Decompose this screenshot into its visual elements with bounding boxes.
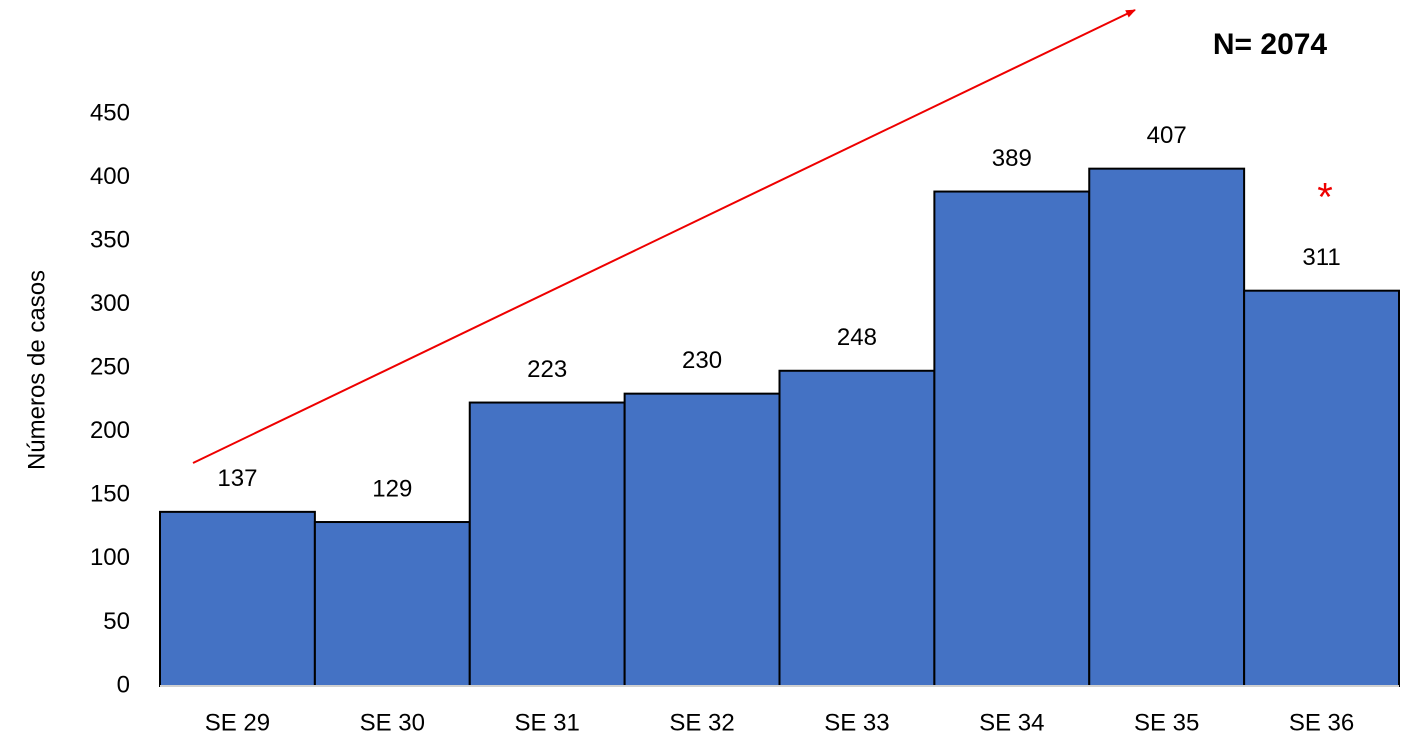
bar xyxy=(1243,289,1400,687)
data-label: 311 xyxy=(1302,244,1340,271)
x-tick-label: SE 30 xyxy=(360,709,425,736)
bar xyxy=(468,401,626,687)
x-tick-label: SE 32 xyxy=(669,709,734,736)
x-tick-label: SE 31 xyxy=(514,709,579,736)
y-tick-label: 0 xyxy=(117,671,130,698)
data-label: 129 xyxy=(372,475,412,502)
x-tick-label: SE 29 xyxy=(205,709,270,736)
x-tick-label: SE 35 xyxy=(1134,709,1199,736)
x-tick-label: SE 33 xyxy=(824,709,889,736)
y-tick-label: 250 xyxy=(90,354,130,381)
data-label: 389 xyxy=(992,145,1032,172)
data-label: 223 xyxy=(527,356,567,383)
y-tick-label: 150 xyxy=(90,481,130,508)
bar xyxy=(159,510,316,688)
x-tick-label: SE 34 xyxy=(979,709,1044,736)
trend-arrow xyxy=(192,9,1136,464)
data-label: 230 xyxy=(682,347,722,374)
data-label: 407 xyxy=(1147,122,1187,149)
y-tick-label: 50 xyxy=(103,608,130,635)
data-label: 248 xyxy=(837,324,877,351)
y-tick-label: 450 xyxy=(90,99,130,126)
y-tick-label: 300 xyxy=(90,290,130,317)
annotation: N= 2074 xyxy=(1213,28,1328,61)
y-tick-label: 100 xyxy=(90,544,130,571)
bar xyxy=(1088,167,1246,687)
bar xyxy=(933,190,1091,687)
y-tick-label: 350 xyxy=(90,226,130,253)
bar xyxy=(313,521,471,687)
bar xyxy=(778,369,936,687)
y-tick-label: 400 xyxy=(90,163,130,190)
annotation: * xyxy=(1317,176,1333,220)
y-axis-label: Números de casos xyxy=(23,270,50,470)
x-tick-label: SE 36 xyxy=(1289,709,1354,736)
bar xyxy=(623,392,781,687)
data-label: 137 xyxy=(217,465,257,492)
y-tick-label: 200 xyxy=(90,417,130,444)
